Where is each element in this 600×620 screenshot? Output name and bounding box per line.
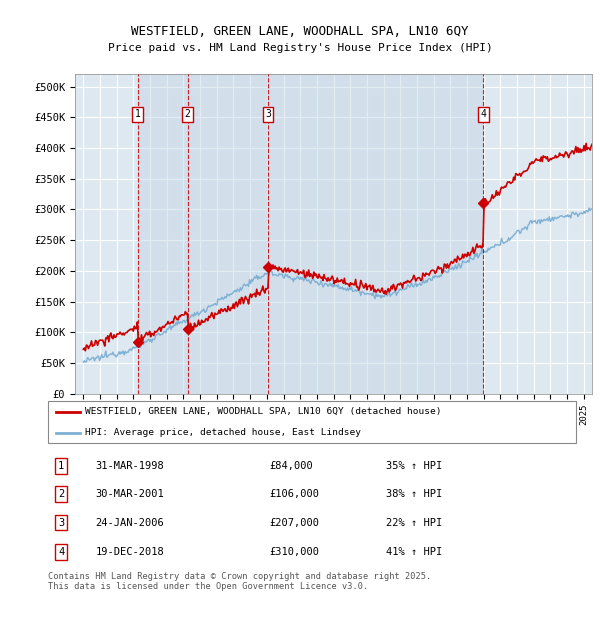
Text: 3: 3 xyxy=(265,109,271,119)
Text: 19-DEC-2018: 19-DEC-2018 xyxy=(95,547,164,557)
Text: 4: 4 xyxy=(58,547,64,557)
Text: 1: 1 xyxy=(58,461,64,471)
Text: 35% ↑ HPI: 35% ↑ HPI xyxy=(386,461,442,471)
FancyBboxPatch shape xyxy=(48,401,576,443)
Text: 1: 1 xyxy=(134,109,140,119)
Text: 30-MAR-2001: 30-MAR-2001 xyxy=(95,489,164,499)
Bar xyxy=(188,74,268,394)
Text: 41% ↑ HPI: 41% ↑ HPI xyxy=(386,547,442,557)
Text: 38% ↑ HPI: 38% ↑ HPI xyxy=(386,489,442,499)
Text: 3: 3 xyxy=(58,518,64,528)
Text: £310,000: £310,000 xyxy=(270,547,320,557)
Text: 4: 4 xyxy=(481,109,486,119)
Text: HPI: Average price, detached house, East Lindsey: HPI: Average price, detached house, East… xyxy=(85,428,361,437)
Text: 2: 2 xyxy=(185,109,191,119)
Text: £106,000: £106,000 xyxy=(270,489,320,499)
Text: £207,000: £207,000 xyxy=(270,518,320,528)
Text: WESTFIELD, GREEN LANE, WOODHALL SPA, LN10 6QY: WESTFIELD, GREEN LANE, WOODHALL SPA, LN1… xyxy=(131,25,469,38)
Text: WESTFIELD, GREEN LANE, WOODHALL SPA, LN10 6QY (detached house): WESTFIELD, GREEN LANE, WOODHALL SPA, LN1… xyxy=(85,407,442,416)
Text: 24-JAN-2006: 24-JAN-2006 xyxy=(95,518,164,528)
Text: Contains HM Land Registry data © Crown copyright and database right 2025.
This d: Contains HM Land Registry data © Crown c… xyxy=(48,572,431,591)
Text: £84,000: £84,000 xyxy=(270,461,314,471)
Text: 31-MAR-1998: 31-MAR-1998 xyxy=(95,461,164,471)
Text: 22% ↑ HPI: 22% ↑ HPI xyxy=(386,518,442,528)
Bar xyxy=(268,74,483,394)
Bar xyxy=(137,74,188,394)
Text: Price paid vs. HM Land Registry's House Price Index (HPI): Price paid vs. HM Land Registry's House … xyxy=(107,43,493,53)
Text: 2: 2 xyxy=(58,489,64,499)
